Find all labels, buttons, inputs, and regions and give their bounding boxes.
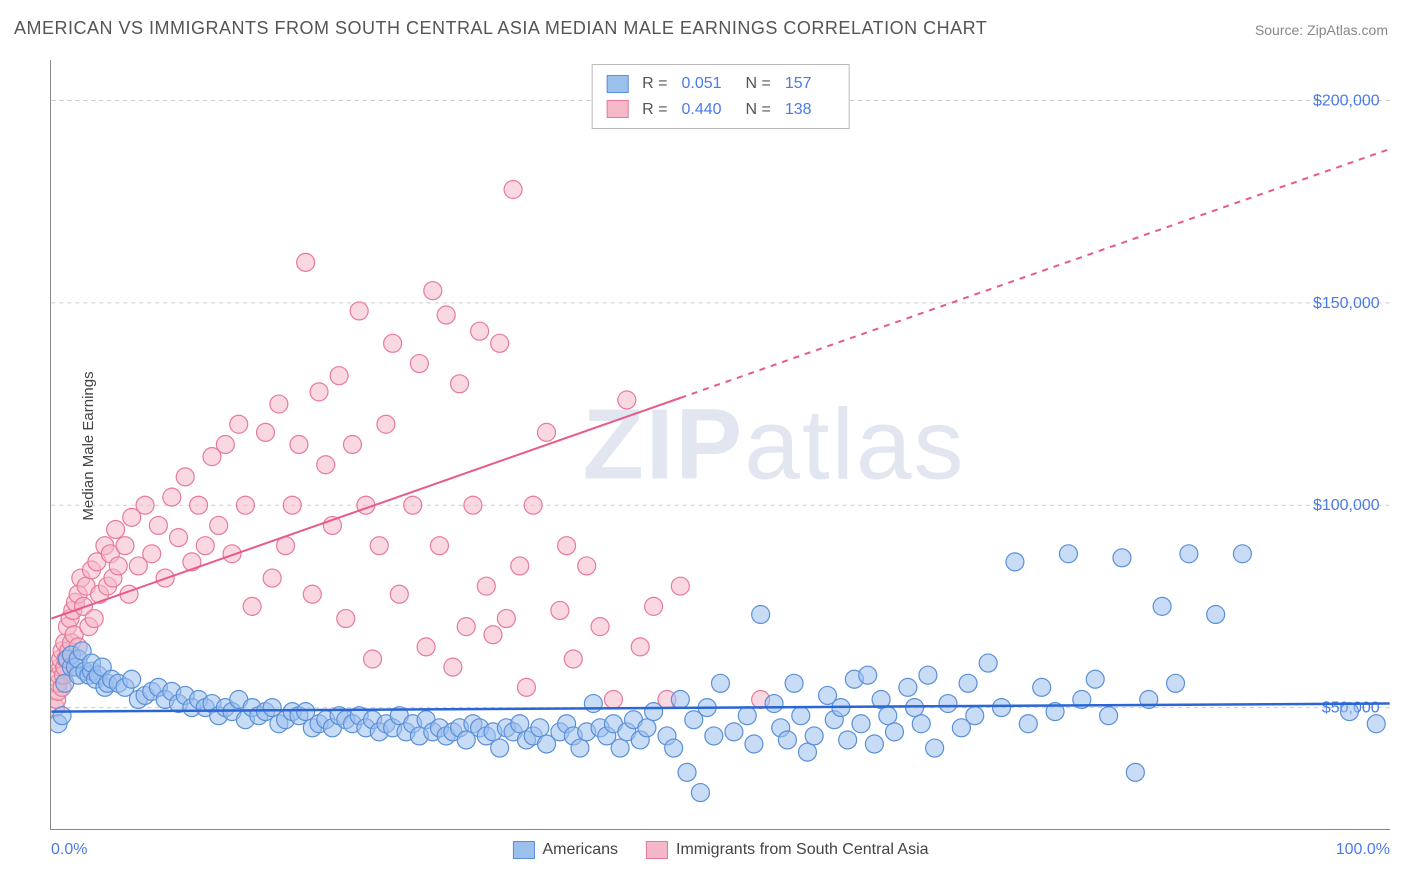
swatch-immigrants-icon (606, 100, 628, 118)
legend-correlation: R = 0.051 N = 157 R = 0.440 N = 138 (591, 64, 850, 129)
svg-text:$100,000: $100,000 (1313, 497, 1380, 514)
n-value-americans: 157 (785, 71, 835, 97)
swatch-immigrants-icon (646, 841, 668, 859)
x-axis-max-label: 100.0% (1336, 841, 1390, 859)
x-axis-min-label: 0.0% (51, 841, 87, 859)
n-value-immigrants: 138 (785, 97, 835, 123)
swatch-americans-icon (512, 841, 534, 859)
legend-row-immigrants: R = 0.440 N = 138 (606, 97, 835, 123)
svg-text:$150,000: $150,000 (1313, 295, 1380, 312)
legend-label-americans: Americans (542, 841, 618, 859)
legend-series: Americans Immigrants from South Central … (512, 841, 928, 859)
r-value-immigrants: 0.440 (682, 97, 732, 123)
legend-row-americans: R = 0.051 N = 157 (606, 71, 835, 97)
swatch-americans-icon (606, 75, 628, 93)
chart-title: AMERICAN VS IMMIGRANTS FROM SOUTH CENTRA… (14, 18, 987, 39)
r-value-americans: 0.051 (682, 71, 732, 97)
plot-area: ZIPatlas R = 0.051 N = 157 R = 0.440 N =… (50, 60, 1390, 830)
chart-svg: $50,000$100,000$150,000$200,000 (51, 60, 1390, 829)
svg-text:$200,000: $200,000 (1313, 92, 1380, 109)
legend-item-immigrants: Immigrants from South Central Asia (646, 841, 929, 859)
source-label: Source: ZipAtlas.com (1255, 22, 1388, 38)
legend-label-immigrants: Immigrants from South Central Asia (676, 841, 929, 859)
legend-item-americans: Americans (512, 841, 618, 859)
